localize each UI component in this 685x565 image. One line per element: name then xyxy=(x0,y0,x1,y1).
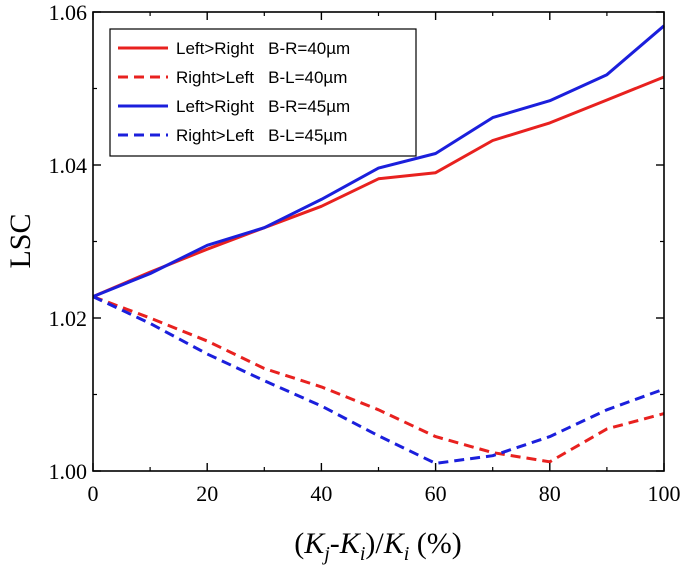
x-title-dash: - xyxy=(330,527,340,560)
y-tick-label: 1.06 xyxy=(49,0,88,25)
y-tick-label: 1.00 xyxy=(49,459,88,484)
x-title-slash: )/ xyxy=(365,527,384,560)
x-tick-label: 100 xyxy=(648,481,681,506)
legend: Left>Right B-R=40µm Right>Left B-L=40µm Le… xyxy=(109,28,417,157)
y-tick-label: 1.04 xyxy=(49,153,88,178)
x-title-sub1: j xyxy=(321,543,330,565)
series-layer xyxy=(92,24,665,465)
x-title-k2: K xyxy=(339,527,362,560)
x-tick-label: 60 xyxy=(425,481,447,506)
x-axis-title: (Kj-Ki)/Ki (%) xyxy=(294,527,462,565)
x-tick-label: 20 xyxy=(196,481,218,506)
x-title-k3: K xyxy=(383,527,406,560)
legend-box xyxy=(109,28,417,157)
series-line-3 xyxy=(92,24,665,298)
y-axis-title: LSC xyxy=(4,213,37,268)
series-line-2 xyxy=(92,295,665,464)
x-title-sub3: i xyxy=(404,543,410,565)
legend-entries: Left>Right B-R=40µm Right>Left B-L=40µm Le… xyxy=(118,39,350,145)
legend-label-4: Right>Left B-L=45µm xyxy=(176,126,347,145)
x-tick-label: 40 xyxy=(310,481,332,506)
tick-labels-layer: 0 20 40 60 80 100 1.00 1.02 1.04 1.06 xyxy=(49,0,681,506)
x-title-k1: K xyxy=(303,527,326,560)
x-tick-label: 0 xyxy=(88,481,99,506)
x-title-unit: (%) xyxy=(409,527,461,560)
series-line-1 xyxy=(92,75,665,298)
legend-label-1: Left>Right B-R=40µm xyxy=(176,39,350,58)
legend-label-2: Right>Left B-L=40µm xyxy=(176,68,347,87)
y-tick-label: 1.02 xyxy=(49,306,88,331)
x-tick-label: 80 xyxy=(539,481,561,506)
x-title-sub2: i xyxy=(360,543,366,565)
legend-label-3: Left>Right B-R=45µm xyxy=(176,97,350,116)
series-line-4 xyxy=(92,295,665,465)
x-title-open: ( xyxy=(294,527,304,560)
ticks-layer xyxy=(92,11,665,472)
